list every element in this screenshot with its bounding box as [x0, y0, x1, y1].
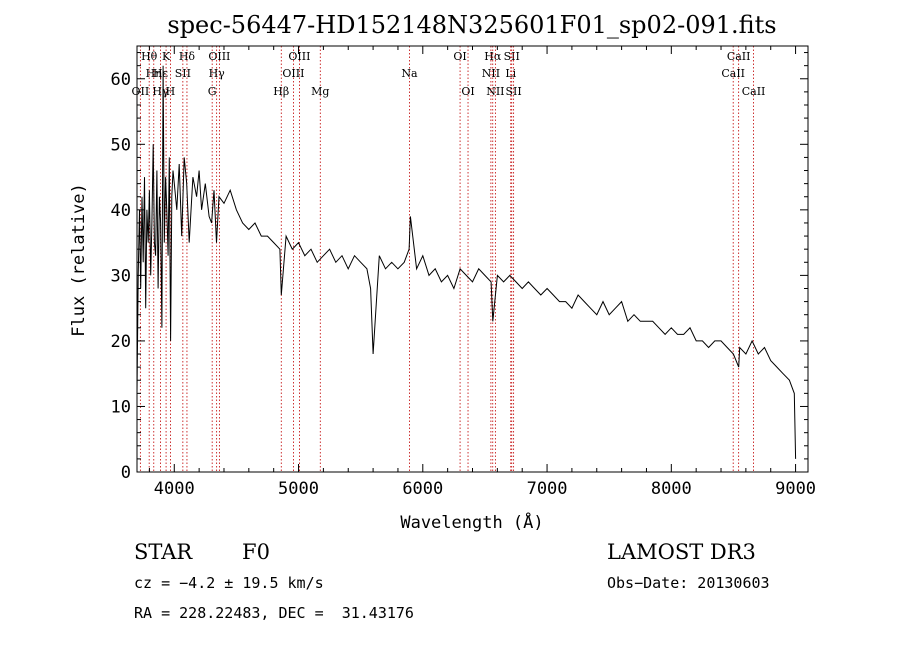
chart-title: spec-56447-HD152148N325601F01_sp02-091.f… — [167, 11, 776, 39]
line-label: OIII — [288, 50, 310, 63]
x-tick-label: 4000 — [154, 479, 195, 499]
object-subclass: F0 — [242, 540, 270, 564]
line-label: OIII — [282, 67, 304, 80]
line-label: Mg — [311, 85, 329, 98]
line-label: CaII — [721, 67, 745, 80]
redshift-velocity: cz = −4.2 ± 19.5 km/s — [134, 574, 324, 592]
line-label: Li — [505, 67, 516, 80]
line-label: CaII — [727, 50, 751, 63]
line-label: H — [166, 85, 176, 98]
y-tick-label: 0 — [121, 463, 131, 483]
line-label: OI — [453, 50, 466, 63]
line-label: G — [208, 85, 217, 98]
line-label: Hβ — [273, 85, 289, 98]
line-label: Hδ — [179, 50, 196, 63]
line-label: Hε — [153, 67, 169, 80]
x-tick-label: 6000 — [402, 479, 443, 499]
plot-frame — [136, 45, 809, 473]
x-tick-label: 7000 — [527, 479, 568, 499]
line-label: Hγ — [152, 85, 169, 98]
y-axis-label: Flux (relative) — [69, 183, 89, 337]
observation-date: Obs−Date: 20130603 — [607, 574, 770, 592]
line-label: Hη — [146, 67, 162, 80]
flux-series-line — [136, 65, 797, 459]
line-label: NII — [482, 67, 500, 80]
line-label: OIII — [208, 50, 230, 63]
line-label: SII — [175, 67, 191, 80]
x-tick-label: 9000 — [775, 479, 816, 499]
x-tick-label: 5000 — [278, 479, 319, 499]
x-tick-label: 8000 — [651, 479, 692, 499]
spectrum-plot: spec-56447-HD152148N325601F01_sp02-091.f… — [69, 11, 816, 533]
line-label: Hα — [484, 50, 502, 63]
y-tick-label: 20 — [111, 332, 131, 352]
object-class: STAR — [134, 540, 193, 564]
line-label: Na — [401, 67, 418, 80]
line-label: NII — [486, 85, 504, 98]
y-tick-label: 10 — [111, 397, 131, 417]
y-tick-label: 60 — [111, 70, 131, 90]
y-tick-label: 30 — [111, 266, 131, 286]
coordinates: RA = 228.22483, DEC = 31.43176 — [134, 604, 414, 622]
y-tick-label: 50 — [111, 135, 131, 155]
axis-ticks: 4000 5000 6000 7000 8000 9000 0 10 20 30 40 50 60 — [111, 46, 816, 499]
line-label: Hθ — [141, 50, 158, 63]
y-tick-label: 40 — [111, 201, 131, 221]
line-label: OI — [461, 85, 474, 98]
line-label: K — [162, 50, 171, 63]
line-label: CaII — [742, 85, 766, 98]
line-label: Hγ — [209, 67, 226, 80]
x-axis-label: Wavelength (Å) — [400, 511, 543, 533]
line-label: SII — [504, 50, 520, 63]
survey-name: LAMOST DR3 — [607, 540, 756, 564]
line-label: SII — [506, 85, 522, 98]
